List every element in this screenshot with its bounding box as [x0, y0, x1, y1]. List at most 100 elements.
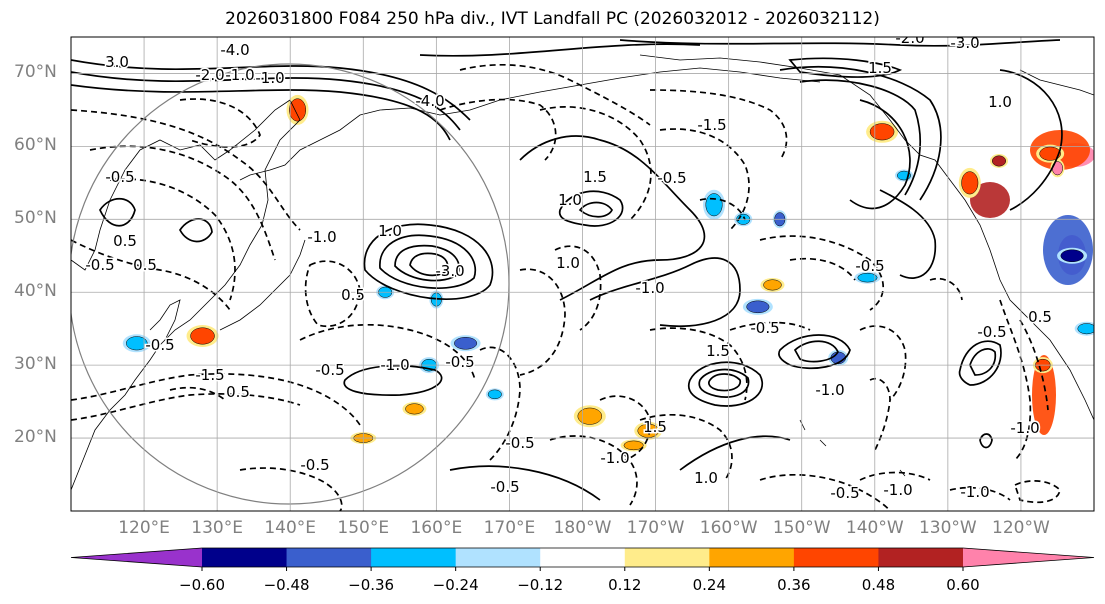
contour-label: -4.0 — [415, 92, 444, 110]
divergence-blob — [742, 298, 773, 315]
contour-label: -0.5 — [445, 353, 474, 371]
contour-label: 0.5 — [1028, 308, 1052, 326]
divergence-blob — [970, 182, 1010, 218]
contour-label: -1.0 — [883, 481, 912, 499]
divergence-blob — [866, 120, 899, 143]
lon-tick-label: 160°E — [410, 518, 463, 538]
lat-tick-label: 70°N — [14, 62, 57, 83]
lon-tick-label: 120°E — [118, 518, 170, 538]
contour-label: 0.5 — [226, 383, 250, 401]
colorbar-swatch — [202, 548, 288, 567]
contour-label: 3.0 — [105, 53, 129, 71]
divergence-blob — [854, 271, 881, 284]
lon-tick-label: 150°W — [772, 518, 831, 538]
lon-tick-label: 140°E — [264, 518, 317, 538]
colorbar-swatch — [371, 548, 457, 567]
contour-label: 1.0 — [988, 93, 1012, 111]
contour-label: -0.5 — [300, 456, 329, 474]
lon-tick-label: 170°W — [626, 518, 685, 538]
colorbar-tick-label: −0.24 — [432, 576, 479, 594]
colorbar-tick-label: −0.60 — [179, 576, 225, 594]
negative-contours — [71, 63, 1061, 511]
divergence-blob — [1057, 247, 1088, 264]
map-frame — [70, 36, 1095, 512]
contour-label: -0.5 — [105, 168, 134, 186]
contour-label: 0.5 — [341, 286, 365, 304]
contour-label: -1.0 — [960, 483, 989, 501]
lon-tick-label: 160°W — [699, 518, 758, 538]
divergence-contours — [71, 39, 1063, 501]
contour-label: -0.5 — [855, 257, 884, 275]
contour-label: -0.5 — [85, 256, 114, 274]
divergence-blob — [402, 401, 427, 416]
contour-label: -1.0 — [600, 449, 629, 467]
divergence-blob — [450, 335, 481, 352]
divergence-blob — [760, 277, 785, 292]
contour-label: -0.5 — [830, 484, 859, 502]
divergence-blob — [1074, 321, 1094, 336]
contour-label: -0.5 — [145, 336, 174, 354]
lat-tick-label: 40°N — [14, 281, 57, 302]
contour-label: 1.0 — [378, 222, 402, 240]
colorbar-tick-label: 0.12 — [608, 576, 642, 594]
contour-label: -3.0 — [950, 34, 979, 52]
contour-label: 1.0 — [556, 254, 580, 272]
colorbar-swatch — [71, 548, 202, 567]
contour-label: -4.0 — [220, 41, 249, 59]
contour-label: -0.5 — [505, 434, 534, 452]
colorbar-swatch — [455, 548, 541, 567]
contour-label: 1.0 — [694, 469, 718, 487]
divergence-blob — [1036, 144, 1065, 163]
colorbar-swatch — [878, 548, 964, 567]
contour-label: -0.5 — [490, 478, 519, 496]
contour-labels: 3.0-2.0 -1.0-4.0-2.0 -3.0-1.0-4.0 1.01.5-1.… — [84, 29, 1054, 504]
coastlines — [71, 54, 1094, 491]
contour-label: -1.0 — [255, 69, 284, 87]
contour-label: 1.5 — [706, 342, 730, 360]
contour-label: 0.5 — [113, 232, 137, 250]
divergence-blob — [1032, 355, 1056, 435]
contour-label: -1.0 — [225, 66, 254, 84]
colorbar-swatch — [286, 548, 372, 567]
divergence-blob — [990, 153, 1009, 168]
contour-label: 1.5 — [643, 418, 667, 436]
contour-label: -1.5 — [697, 116, 726, 134]
contour-label: 1.0 — [558, 191, 582, 209]
contour-label: -1.0 — [1010, 419, 1039, 437]
contour-label: -1.0 — [380, 356, 409, 374]
colorbar-swatch — [540, 548, 626, 567]
lat-tick-label: 60°N — [14, 135, 57, 156]
lon-tick-label: 170°E — [483, 518, 536, 538]
divergence-blob — [703, 189, 726, 220]
lat-tick-label: 20°N — [14, 427, 57, 448]
divergence-blob — [485, 388, 504, 401]
contour-label: -2.0 — [895, 29, 924, 47]
contour-label: -0.5 — [315, 361, 344, 379]
colorbar-tick-label: 0.24 — [692, 576, 727, 594]
contour-label: 1.5 — [583, 168, 607, 186]
divergence-blob — [958, 167, 981, 198]
lon-tick-label: 180°W — [553, 518, 612, 538]
contour-label: -3.0 — [435, 262, 464, 280]
contour-label: -1.0 — [635, 279, 664, 297]
colorbar-tick-label: 0.60 — [946, 576, 980, 594]
contour-label: -1.0 — [815, 381, 844, 399]
lat-tick-label: 30°N — [14, 354, 57, 375]
contour-label: -1.5 — [195, 366, 224, 384]
lon-tick-label: 130°E — [191, 518, 243, 538]
contour-label: -1.0 — [307, 228, 336, 246]
chart-title: 2026031800 F084 250 hPa div., IVT Landfa… — [225, 9, 880, 29]
contour-label: -0.5 — [657, 169, 686, 187]
lat-tick-label: 50°N — [14, 208, 57, 229]
contour-label: -2.0 — [195, 66, 224, 84]
divergence-blob — [620, 439, 647, 452]
colorbar-swatch — [963, 548, 1094, 567]
colorbar-swatch — [624, 548, 710, 567]
contour-label: 0.5 — [133, 256, 157, 274]
contour-label: -0.5 — [977, 323, 1006, 341]
graticule — [71, 37, 1094, 511]
lon-tick-label: 150°E — [337, 518, 390, 538]
colorbar-tick-label: −0.12 — [517, 576, 564, 594]
